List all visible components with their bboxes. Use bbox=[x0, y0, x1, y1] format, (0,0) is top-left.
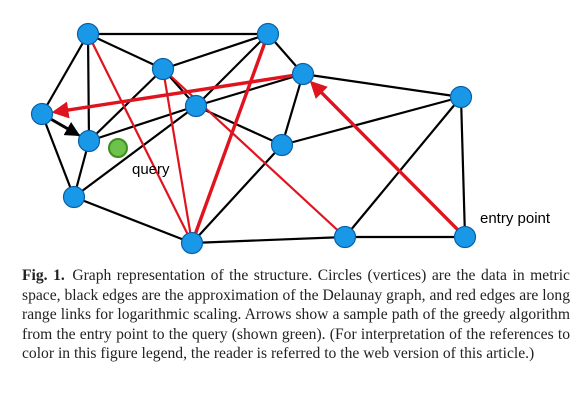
caption-text: Graph representation of the structure. C… bbox=[22, 267, 570, 363]
vertex-n7 bbox=[449, 85, 473, 109]
long-range-link-n3-n12 bbox=[162, 68, 346, 238]
delaunay-edge-n4-n7 bbox=[302, 72, 462, 99]
entry-point-vertex bbox=[453, 225, 477, 249]
delaunay-edge-n7-n12 bbox=[344, 96, 462, 238]
delaunay-edge-n4-n9 bbox=[280, 73, 305, 146]
vertex-n4 bbox=[291, 62, 315, 86]
vertex-n8 bbox=[77, 129, 101, 153]
vertex-n10 bbox=[62, 185, 86, 209]
delaunay-edge-n6-n8 bbox=[88, 104, 197, 143]
graph-diagram: query entry point bbox=[30, 22, 551, 255]
vertex-n5 bbox=[30, 102, 54, 126]
vertex-n9 bbox=[270, 133, 294, 157]
delaunay-edge-n7-n13 bbox=[459, 96, 467, 238]
vertex-n1 bbox=[76, 22, 100, 46]
delaunay-edge-n1-n5 bbox=[41, 33, 89, 115]
vertex-n12 bbox=[333, 225, 357, 249]
figure-caption: Fig. 1. Graph representation of the stru… bbox=[22, 266, 570, 364]
greedy-path bbox=[44, 33, 464, 244]
delaunay-edge-n3-n8 bbox=[88, 68, 164, 142]
long-range-link-n1-n11 bbox=[87, 33, 193, 244]
delaunay-edge-n7-n9 bbox=[281, 95, 462, 147]
greedy-step-arrow-2 bbox=[51, 72, 300, 119]
delaunay-edge-n1-n3 bbox=[87, 33, 164, 70]
vertex-n11 bbox=[180, 231, 204, 255]
delaunay-edge-n10-n11 bbox=[73, 195, 193, 245]
delaunay-edge-n2-n3 bbox=[162, 32, 269, 71]
vertex-n2 bbox=[256, 22, 280, 46]
entry-point-label: entry point bbox=[480, 210, 551, 227]
delaunay-edge-n4-n6 bbox=[195, 72, 304, 108]
vertices bbox=[30, 22, 477, 255]
long-range-link-n3-n11 bbox=[161, 68, 194, 244]
delaunay-edge-n6-n10 bbox=[73, 105, 197, 198]
graph-figure: query entry point bbox=[30, 22, 551, 255]
long-range-link-n2-n11 bbox=[190, 33, 270, 244]
delaunay-edge-n5-n10 bbox=[40, 113, 76, 198]
greedy-step-arrow-1 bbox=[309, 80, 464, 236]
query-vertex bbox=[108, 138, 128, 158]
vertex-n6 bbox=[184, 94, 208, 118]
query-label: query bbox=[132, 161, 170, 178]
delaunay-edge-n1-n8 bbox=[86, 33, 91, 142]
delaunay-edge-n2-n6 bbox=[195, 33, 269, 107]
delaunay-edge-n11-n12 bbox=[191, 235, 346, 245]
delaunay-edges bbox=[40, 32, 467, 245]
vertex-n3 bbox=[151, 57, 175, 81]
caption-label: Fig. 1. bbox=[22, 267, 65, 284]
delaunay-edge-n9-n11 bbox=[191, 144, 283, 244]
